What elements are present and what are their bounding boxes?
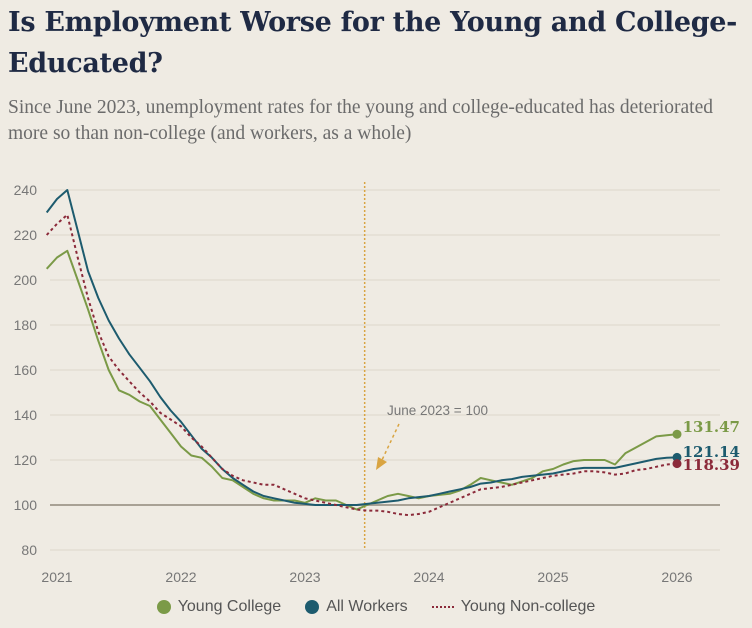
annotation-arrow-line [381,423,400,461]
legend-label: Young College [177,598,282,615]
legend-swatch [156,600,171,614]
y-tick-label: 180 [14,317,38,333]
line-chart: 80 100 120 140 160 180 200 220 240 2021 2022 2023 20… [14,182,740,585]
series-end-point [672,459,682,469]
series-end-label: 131.47 [683,418,740,436]
legend-swatch [305,600,320,614]
y-tick-label: 220 [14,227,38,243]
series-end-label: 118.39 [683,456,740,474]
legend-label: All Workers [326,598,408,615]
y-tick-label: 80 [21,542,37,558]
legend-item-young-college: Young College [156,598,282,616]
legend-swatch [431,606,454,608]
series-line-all-workers [45,189,678,506]
series-line-young-non-college [45,213,678,517]
x-tick-label: 2025 [537,569,568,585]
annotation-arrow-head [376,457,387,470]
series-end-label: 121.14 [683,443,740,461]
legend-label: Young Non-college [460,598,596,615]
y-tick-label: 140 [14,407,38,423]
y-tick-label: 100 [14,497,38,513]
y-tick-label: 240 [14,182,38,198]
series-end-point [672,429,682,439]
y-tick-label: 120 [14,452,38,468]
legend-item-young-non-college: Young Non-college [431,598,596,616]
series-line-young-college [45,249,678,511]
x-tick-label: 2026 [661,569,692,585]
x-tick-label: 2024 [413,569,444,585]
series-end-point [672,452,682,462]
x-tick-label: 2023 [289,569,320,585]
x-tick-label: 2021 [41,569,72,585]
y-tick-label: 200 [14,272,38,288]
annotation-label: June 2023 = 100 [387,403,488,418]
x-tick-label: 2022 [165,569,196,585]
legend-item-all-workers: All Workers [305,598,408,616]
y-tick-label: 160 [14,362,38,378]
chart-subtitle: Since June 2023, unemployment rates for … [8,97,714,144]
legend: Young College All Workers Young Non-coll… [0,598,752,616]
chart-title: Is Employment Worse for the Young and Co… [8,7,738,79]
